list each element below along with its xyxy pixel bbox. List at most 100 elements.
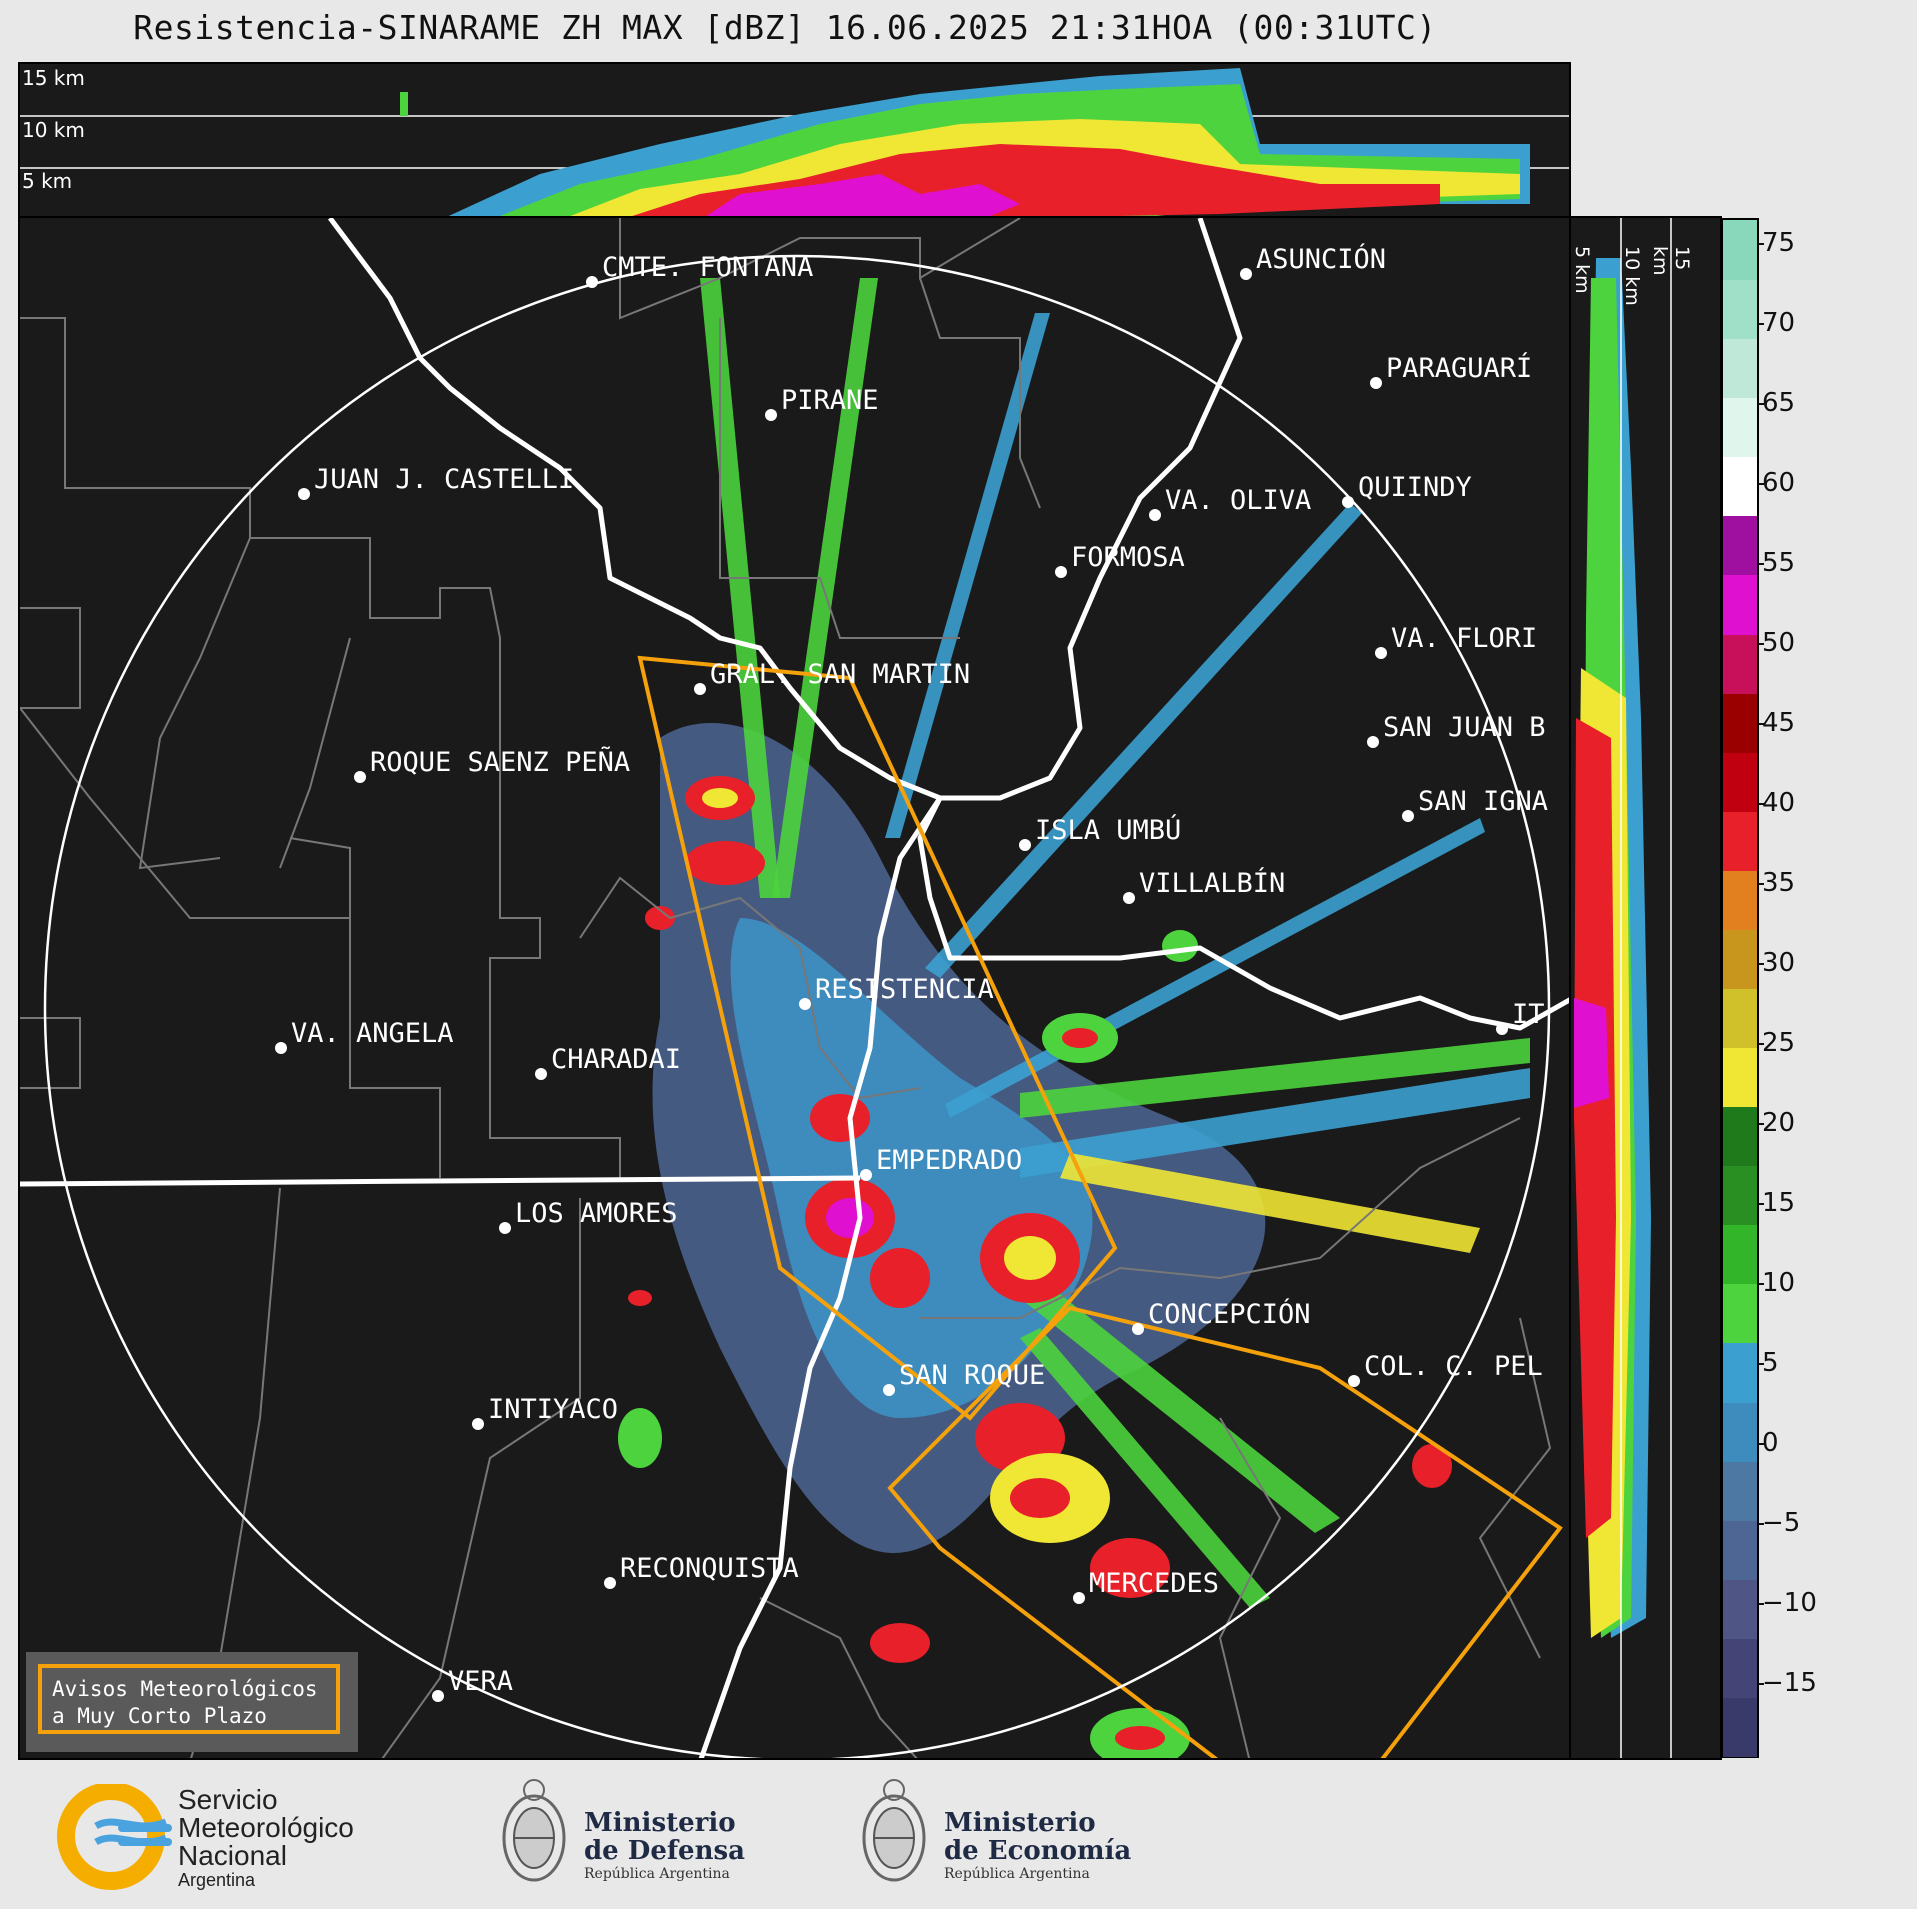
city-marker <box>1240 268 1252 280</box>
city-marker <box>1367 736 1379 748</box>
economia-line1: Ministerio <box>944 1808 1096 1838</box>
river-borders <box>328 218 1569 1758</box>
city-marker <box>354 771 366 783</box>
city-label: SAN ROQUE <box>899 1360 1045 1391</box>
colorbar-segment <box>1723 692 1757 753</box>
colorbar-segment <box>1723 279 1757 340</box>
colorbar-segment <box>1723 810 1757 871</box>
city-label: VERA <box>448 1666 513 1697</box>
warning-polygons[interactable] <box>637 655 1563 1760</box>
city-marker <box>604 1577 616 1589</box>
range-ring <box>43 254 1551 1758</box>
city-label: FORMOSA <box>1071 542 1185 573</box>
city-label: ASUNCIÓN <box>1256 243 1386 275</box>
colorbar-tick-label: 35 <box>1757 868 1796 898</box>
footer: Servicio Meteorológico Nacional Argentin… <box>0 1762 1917 1909</box>
city-marker <box>535 1068 547 1080</box>
colorbar-tick-label: 25 <box>1757 1028 1796 1058</box>
colorbar-tick-label: 70 <box>1757 308 1796 338</box>
defensa-line3: República Argentina <box>584 1866 730 1882</box>
altitude-label-15km: 15 km <box>22 66 85 90</box>
city-label: VILLALBÍN <box>1139 867 1285 899</box>
colorbar-segment <box>1723 928 1757 989</box>
colorbar-tick-label: 0 <box>1758 1428 1779 1458</box>
city-label: RESISTENCIA <box>815 974 994 1005</box>
city-marker <box>1123 892 1135 904</box>
city-marker <box>275 1042 287 1054</box>
city-marker <box>799 998 811 1010</box>
side-altitude-label-15km: 15 km <box>1649 246 1693 276</box>
side-altitude-label-5km: 5 km <box>1571 246 1593 294</box>
colorbar-segment <box>1723 1047 1757 1108</box>
top-cross-section-panel: 15 km 10 km 5 km <box>18 62 1571 218</box>
colorbar-segment <box>1723 869 1757 930</box>
radar-map[interactable]: CMTE. FONTANA ASUNCIÓN PARAGUARÍ PIRANE JUAN… <box>18 216 1571 1760</box>
colorbar-segment <box>1723 1342 1757 1403</box>
colorbar-tick-label: 60 <box>1757 468 1796 498</box>
warning-legend[interactable]: Avisos Meteorológicos a Muy Corto Plazo <box>26 1652 358 1752</box>
colorbar-tick-label: 65 <box>1757 388 1796 418</box>
colorbar-segment <box>1723 1460 1757 1521</box>
dbz-colorbar <box>1721 218 1759 1758</box>
top-cross-section-echoes <box>20 68 1569 216</box>
colorbar-segment <box>1723 338 1757 399</box>
city-marker <box>1149 509 1161 521</box>
altitude-label-10km: 10 km <box>22 118 85 142</box>
city-label: PARAGUARÍ <box>1386 352 1532 384</box>
colorbar-tick-label: 10 <box>1757 1268 1796 1298</box>
city-layer: CMTE. FONTANA ASUNCIÓN PARAGUARÍ PIRANE JUAN… <box>275 243 1548 1702</box>
colorbar-segment <box>1723 1283 1757 1344</box>
radar-map-canvas: CMTE. FONTANA ASUNCIÓN PARAGUARÍ PIRANE JUAN… <box>20 218 1569 1760</box>
colorbar-tick-label: 50 <box>1757 628 1796 658</box>
smn-logo-icon <box>57 1784 172 1890</box>
defensa-line1: Ministerio <box>584 1808 736 1838</box>
side-cross-section-panel: 5 km 10 km 15 km <box>1569 216 1722 1760</box>
colorbar-segment <box>1723 1696 1757 1757</box>
colorbar-tick-label: −5 <box>1757 1508 1801 1538</box>
city-marker <box>694 683 706 695</box>
city-label: COL. C. PEL <box>1364 1351 1543 1382</box>
city-marker <box>1073 1592 1085 1604</box>
colorbar-segment <box>1723 397 1757 458</box>
city-marker <box>298 488 310 500</box>
economia-line2: de Economía <box>944 1836 1132 1866</box>
city-label: CONCEPCIÓN <box>1148 1298 1311 1330</box>
colorbar-segment <box>1723 751 1757 812</box>
city-marker <box>1375 647 1387 659</box>
colorbar-segment <box>1723 988 1757 1049</box>
city-marker <box>1348 1375 1360 1387</box>
colorbar-segment <box>1723 515 1757 576</box>
city-marker <box>586 276 598 288</box>
city-label: VA. FLORI <box>1391 623 1537 654</box>
page-title: Resistencia-SINARAME ZH MAX [dBZ] 16.06.… <box>133 8 1437 47</box>
city-label: INTIYACO <box>488 1394 618 1425</box>
city-marker <box>1342 496 1354 508</box>
city-label: VA. ANGELA <box>291 1018 454 1049</box>
colorbar-tick-label: 45 <box>1757 708 1796 738</box>
economia-line3: República Argentina <box>944 1866 1090 1882</box>
city-marker <box>883 1384 895 1396</box>
city-marker <box>1402 810 1414 822</box>
city-marker <box>432 1690 444 1702</box>
city-marker <box>860 1169 872 1181</box>
city-marker <box>499 1222 511 1234</box>
colorbar-tick-label: 40 <box>1757 788 1796 818</box>
city-marker <box>1019 839 1031 851</box>
colorbar-segment <box>1723 1106 1757 1167</box>
side-altitude-label-10km: 10 km <box>1621 246 1643 306</box>
colorbar-tick-label: 5 <box>1758 1348 1779 1378</box>
colorbar-tick-label: 30 <box>1757 948 1796 978</box>
city-label: RECONQUISTA <box>620 1553 799 1584</box>
city-marker <box>1132 1323 1144 1335</box>
colorbar-segment <box>1723 1578 1757 1639</box>
defensa-line2: de Defensa <box>584 1836 745 1866</box>
smn-line2: Meteorológico <box>178 1812 354 1843</box>
colorbar-segment <box>1723 633 1757 694</box>
convective-cells <box>618 776 1452 1758</box>
economia-shield-icon <box>862 1779 926 1882</box>
defensa-shield-icon <box>502 1779 566 1882</box>
city-label: LOS AMORES <box>515 1198 678 1229</box>
admin-borders <box>20 218 1552 1758</box>
altitude-label-5km: 5 km <box>22 169 73 193</box>
colorbar-tick-label: −15 <box>1758 1668 1817 1698</box>
